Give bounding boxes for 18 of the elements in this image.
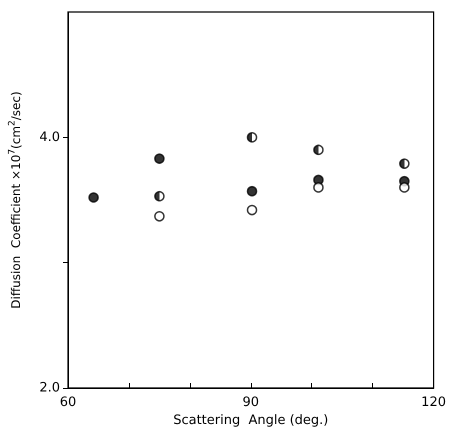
x-tick-label: 120 xyxy=(421,395,446,410)
x-tick-label: 60 xyxy=(60,395,76,410)
point xyxy=(399,158,410,169)
x-axis-title: Scattering Angle (deg.) xyxy=(173,413,328,428)
point xyxy=(313,144,324,156)
point xyxy=(313,182,324,193)
y-tick-label: 4.0 xyxy=(39,130,60,145)
y-axis-title: Diffusion Coefficient ×107(cm2/sec) xyxy=(8,91,23,309)
point xyxy=(246,186,258,196)
x-tick-label: 90 xyxy=(242,395,260,410)
point xyxy=(246,204,258,216)
point xyxy=(88,192,99,203)
point xyxy=(154,190,165,202)
point xyxy=(154,153,165,164)
point xyxy=(154,211,165,222)
y-tick-label: 2.0 xyxy=(39,380,60,396)
point xyxy=(246,132,258,143)
point xyxy=(399,182,410,193)
